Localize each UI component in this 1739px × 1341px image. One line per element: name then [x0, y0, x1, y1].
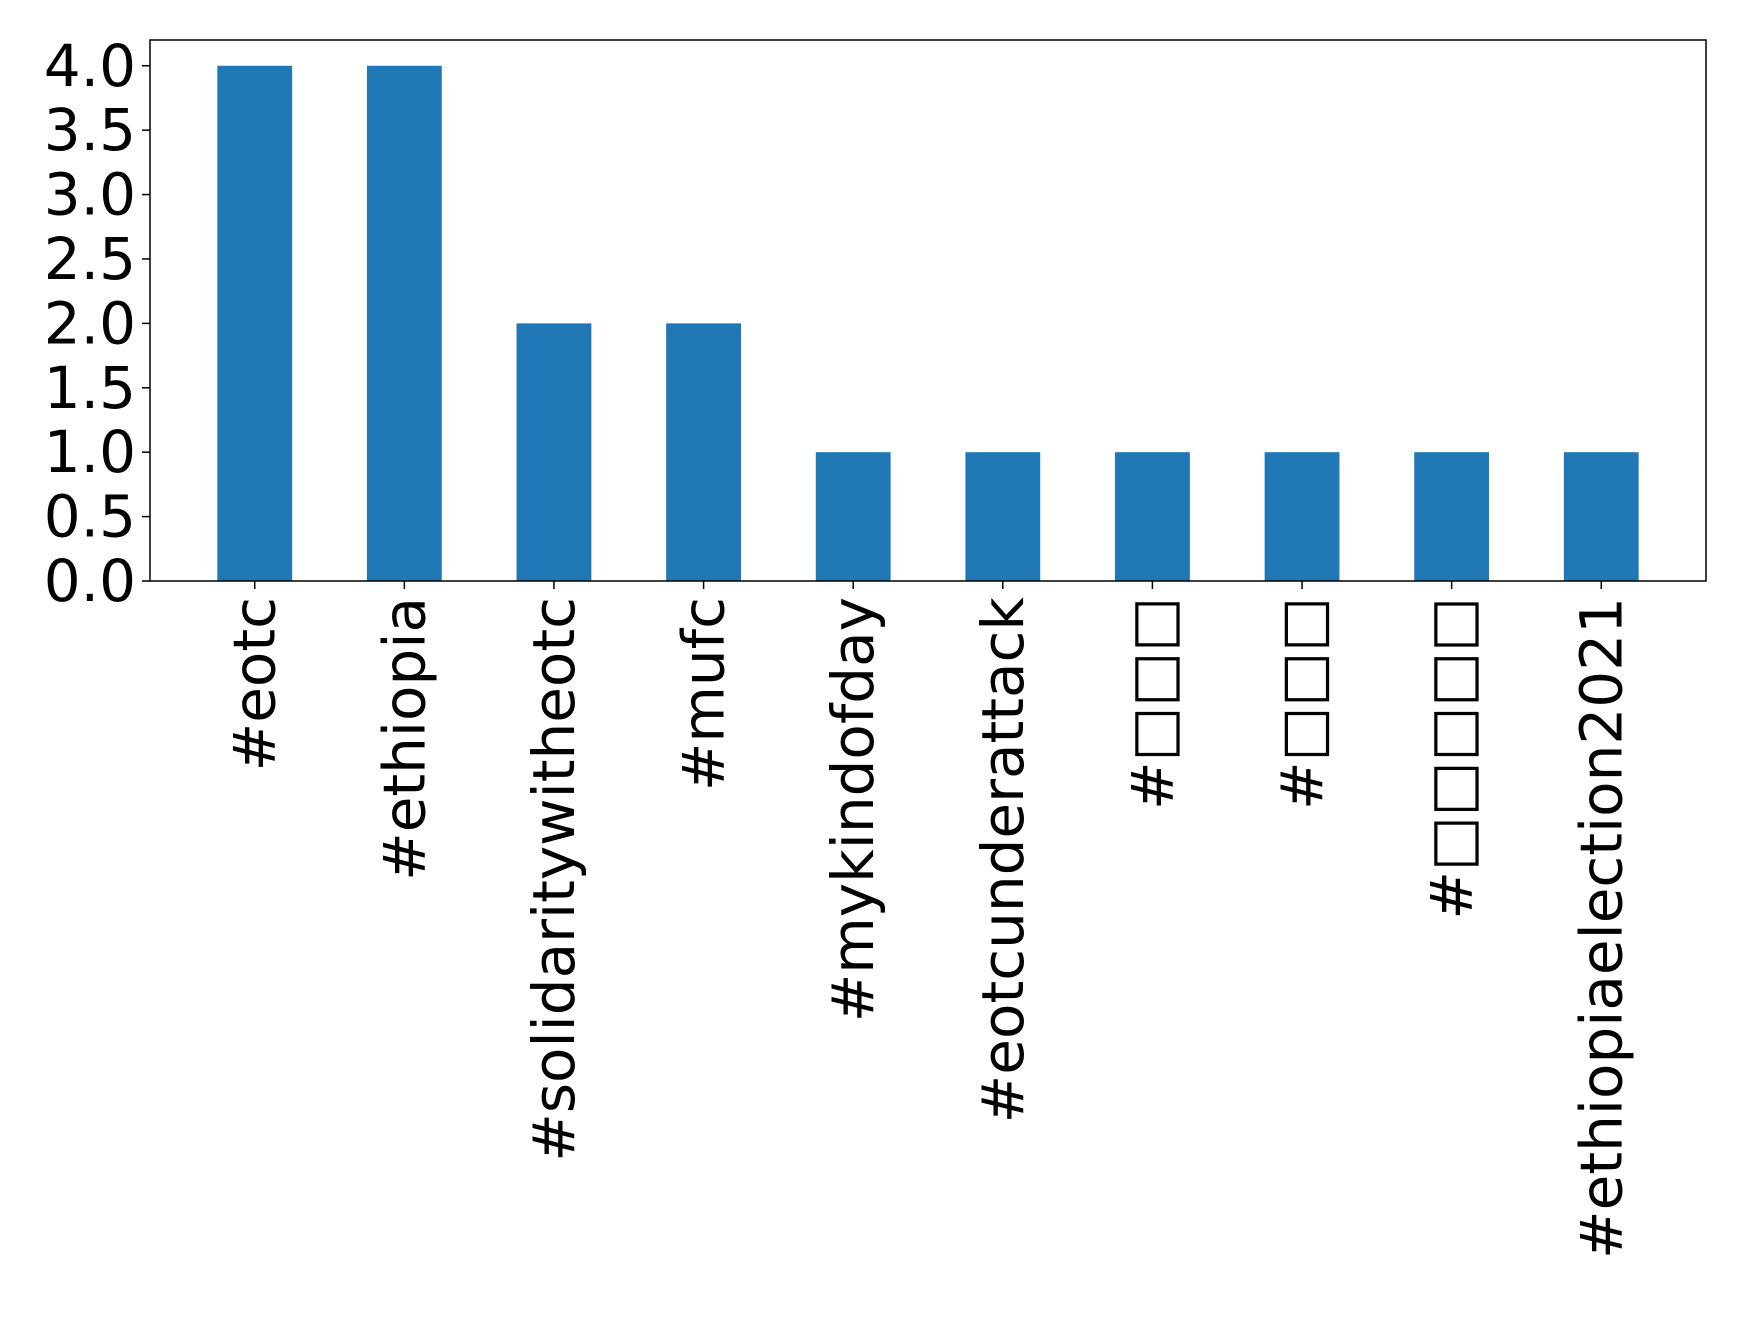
bar-3 — [666, 323, 741, 581]
x-tick-label-5: #eotcunderattack — [969, 597, 1037, 1124]
bar-9 — [1563, 452, 1639, 581]
x-tick-label-9: #ethiopiaelection2021 — [1567, 597, 1635, 1259]
y-tick-label-3: 1.5 — [44, 354, 136, 422]
y-tick-label-0: 0.0 — [44, 547, 136, 615]
y-tick-label-8: 4.0 — [44, 32, 136, 100]
bar-2 — [516, 323, 592, 581]
x-tick-label-7: #□□□ — [1268, 597, 1336, 810]
x-tick-label-6: #□□□ — [1118, 597, 1186, 810]
bar-0 — [217, 65, 293, 581]
y-axis: 0.00.51.01.52.02.53.03.54.0 — [44, 32, 150, 615]
bar-5 — [965, 452, 1041, 581]
x-tick-label-3: #mufc — [670, 597, 738, 791]
x-tick-label-8: #□□□□□ — [1418, 597, 1486, 920]
plot-frame — [149, 39, 1707, 582]
y-tick-label-5: 2.5 — [44, 225, 136, 293]
bar-1 — [366, 65, 442, 581]
y-tick-label-7: 3.5 — [44, 96, 136, 164]
y-tick-label-4: 2.0 — [44, 289, 136, 357]
y-tick-label-2: 1.0 — [44, 418, 136, 486]
y-tick-label-1: 0.5 — [44, 483, 136, 551]
x-tick-label-4: #mykindofday — [819, 597, 887, 1022]
y-tick-label-6: 3.0 — [44, 161, 136, 229]
x-axis: #eotc #ethiopia #solidaritywitheotc #mufc #m… — [221, 581, 1635, 1259]
bars-group — [217, 65, 1639, 581]
bar-8 — [1414, 452, 1490, 581]
bar-7 — [1264, 452, 1340, 581]
x-tick-label-1: #ethiopia — [370, 597, 438, 881]
bar-6 — [1115, 452, 1190, 581]
bar-4 — [815, 452, 891, 581]
x-tick-label-0: #eotc — [221, 597, 289, 771]
x-tick-label-2: #solidaritywitheotc — [520, 597, 588, 1162]
